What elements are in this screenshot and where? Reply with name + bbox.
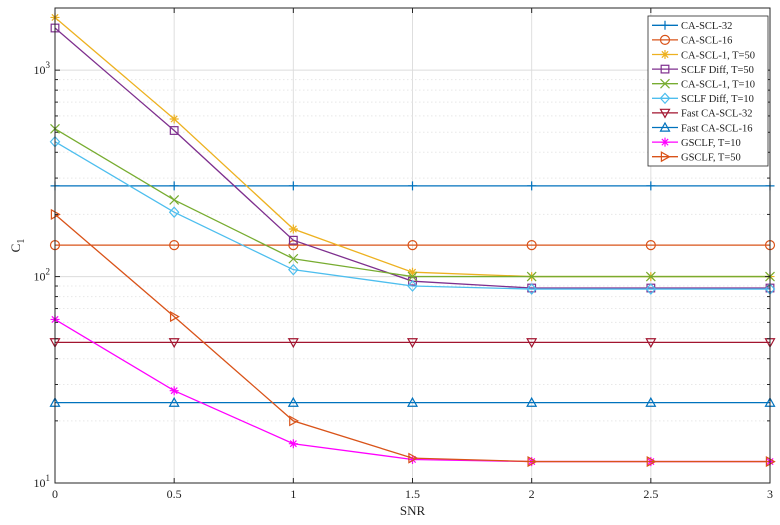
data-point [645,271,656,282]
x-tick-label: 0.5 [167,487,182,501]
series-group [49,135,776,295]
data-point [408,267,417,277]
legend-label: GSCLF, T=10 [681,138,741,149]
data-point [288,253,299,264]
x-tick-label: 3 [767,487,773,501]
y-tick-exponent: 1 [46,473,51,483]
legend-marker [660,64,670,74]
legend-label: SCLF Diff, T=50 [681,65,754,76]
x-tick-label: 1.5 [405,487,420,501]
data-point [526,240,537,251]
y-tick-base: 10 [34,476,46,490]
data-point [169,114,179,124]
legend-label: SCLF Diff, T=10 [681,94,754,105]
data-point [287,396,299,407]
data-point [289,415,300,427]
data-point [287,338,299,349]
legend-marker [660,50,670,59]
data-point [645,396,657,407]
data-point [408,454,417,464]
legend-marker [660,78,670,89]
data-point [288,263,299,276]
y-tick-label: 102 [34,267,51,284]
x-tick-label: 1 [290,487,296,501]
legend-label: CA-SCL-32 [681,21,732,32]
data-point [406,338,419,349]
legend-label: CA-SCL-1, T=50 [681,50,755,61]
series-group [49,240,776,251]
legend-marker [660,137,670,147]
data-point [169,195,180,205]
data-point [645,338,657,349]
data-point [646,456,657,468]
data-point [646,181,656,191]
legend: CA-SCL-32 CA-SCL-16 CA-SCL-1, T=50 SCLF Dif… [647,15,769,167]
data-point [288,439,298,449]
legend-marker [659,34,671,46]
legend-label: Fast CA-SCL-32 [681,109,752,120]
data-point [526,271,537,282]
data-point [407,280,418,292]
legend-label: CA-SCL-1, T=10 [681,80,755,91]
data-point [526,283,537,295]
data-point [169,240,180,251]
series-line [54,213,770,463]
legend-label: CA-SCL-16 [681,36,732,47]
data-point [527,456,538,468]
legend-marker [660,151,671,163]
legend-marker [659,108,671,119]
data-point [168,338,180,349]
y-axis-title-subscript: 1 [16,239,27,244]
data-point [288,224,298,234]
x-tick-label: 0 [52,487,58,501]
series-group [50,181,775,191]
x-tick-label: 2.5 [643,487,658,501]
y-tick-base: 10 [34,270,46,284]
y-tick-exponent: 2 [46,267,51,277]
legend-label: GSCLF, T=50 [681,153,741,164]
y-tick-label: 101 [34,473,51,490]
data-point [526,338,538,349]
data-point [407,271,418,282]
data-point [406,396,419,407]
data-point [288,235,298,245]
y-axis-title-main: C [8,244,23,253]
legend-label: Fast CA-SCL-16 [681,123,752,134]
data-point [526,396,538,407]
x-axis-title: SNR [400,503,426,518]
y-tick-base: 10 [34,63,46,77]
data-point [527,181,537,191]
legend-marker [659,92,671,105]
data-point [168,396,180,407]
data-point [645,240,656,251]
data-point [645,283,657,295]
data-point [408,452,419,464]
data-point [288,181,298,191]
series-line [54,141,770,290]
y-tick-exponent: 3 [46,60,51,70]
legend-box [647,15,769,167]
legend-marker [659,121,671,132]
data-point [168,206,180,219]
series-layer [49,12,776,468]
data-point [169,311,180,323]
x-tick-label: 2 [529,487,535,501]
data-point [407,240,418,251]
data-point [169,386,179,396]
y-axis-title: C1 [8,239,27,253]
y-tick-label: 103 [34,60,51,77]
data-point [169,126,179,135]
legend-marker [660,20,670,30]
data-point [408,181,417,191]
data-point [169,181,179,191]
